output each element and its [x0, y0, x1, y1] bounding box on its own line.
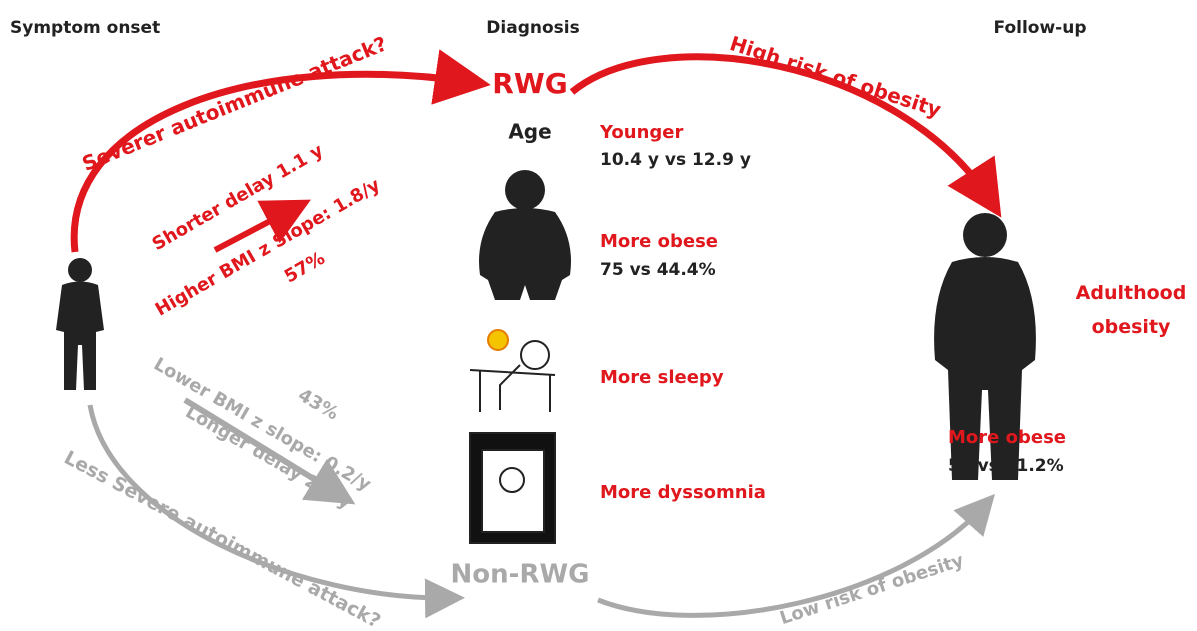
header-onset: Symptom onset — [10, 18, 160, 38]
rwg-label: RWG — [492, 67, 567, 100]
rwg-risk: High risk of obesity — [727, 31, 944, 122]
non-rwg-label: Non-RWG — [451, 560, 590, 590]
follow-up-detail: 50 vs 21.2% — [948, 456, 1064, 476]
finding: More obese — [600, 231, 718, 252]
non-rwg-risk: Low risk of obesity — [777, 550, 966, 629]
adulthood-outcome: Adulthood obesity — [1066, 276, 1196, 344]
non-rwg-slope: Lower BMI z slope: 0.2/y — [150, 354, 375, 496]
header-diagnosis: Diagnosis — [486, 18, 579, 38]
diagram: Symptom onset Diagnosis Follow-up Severe… — [0, 0, 1197, 631]
non-rwg-share: 43% — [294, 385, 342, 425]
age-label: Age — [508, 120, 551, 144]
icons — [470, 330, 555, 543]
canvas: Symptom onset Diagnosis Follow-up Severe… — [0, 0, 1197, 631]
header-follow-up: Follow-up — [994, 18, 1087, 38]
rwg-share: 57% — [281, 248, 329, 288]
follow-up-finding: More obese — [948, 427, 1066, 448]
detail: 10.4 y vs 12.9 y — [600, 150, 751, 170]
rwg-attack: Severer autoimmune attack? — [79, 31, 391, 175]
rwg-slope: Higher BMI z Slope: 1.8/y — [152, 174, 384, 320]
finding: More dyssomnia — [600, 482, 766, 503]
finding: Younger — [599, 122, 683, 143]
detail: 75 vs 44.4% — [600, 260, 716, 280]
finding: More sleepy — [600, 367, 724, 388]
